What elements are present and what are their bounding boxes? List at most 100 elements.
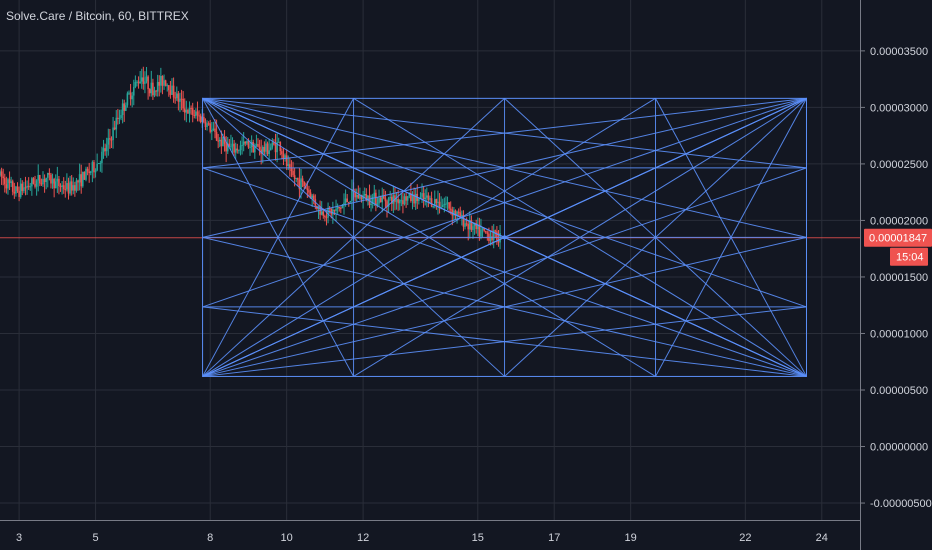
candle-body	[88, 171, 90, 174]
candle-body	[464, 223, 466, 227]
candle-body	[249, 147, 251, 149]
candle-body	[150, 82, 153, 94]
gann-fan-line[interactable]	[202, 236, 807, 377]
candle-body	[429, 198, 431, 200]
candle-body	[281, 151, 283, 155]
candle-body	[475, 223, 477, 230]
gann-fan-line[interactable]	[202, 306, 807, 377]
candle-body	[336, 206, 339, 209]
candle-body	[465, 223, 468, 225]
candle-body	[335, 208, 337, 211]
y-tick-label: 0.00001000	[870, 328, 928, 340]
candle-body	[183, 108, 186, 113]
gann-fan-line[interactable]	[202, 97, 807, 169]
candle-body	[309, 192, 312, 199]
candle-body	[483, 228, 485, 231]
candle-body	[257, 144, 259, 147]
candle-body	[147, 76, 149, 90]
gann-fan-line[interactable]	[202, 97, 505, 377]
candle-body	[80, 174, 83, 187]
candle-body	[290, 168, 293, 172]
candle-body	[97, 163, 100, 165]
gann-fan-line[interactable]	[655, 98, 807, 377]
candle-body	[196, 111, 199, 116]
candle-body	[24, 187, 27, 189]
gann-fan-line[interactable]	[353, 97, 807, 377]
candle-body	[132, 87, 135, 96]
candle-body	[491, 236, 493, 240]
candle-body	[70, 181, 73, 191]
x-tick-label: 15	[472, 532, 484, 544]
gann-box-drawing[interactable]	[202, 97, 807, 377]
candle-body	[142, 77, 145, 84]
candles	[0, 66, 501, 250]
x-tick-label: 8	[207, 532, 213, 544]
candle-body	[386, 201, 388, 207]
candle-body	[169, 90, 172, 95]
candle-body	[218, 139, 221, 142]
candle-body	[118, 117, 121, 119]
candle-body	[292, 171, 294, 176]
gann-fan-line[interactable]	[202, 167, 807, 377]
candle-body	[311, 195, 313, 199]
candle-body	[276, 141, 278, 153]
candle-body	[392, 195, 395, 204]
gann-fan-line[interactable]	[504, 97, 807, 377]
candle-body	[449, 208, 452, 210]
candle-body	[402, 200, 404, 205]
candle-body	[271, 142, 274, 148]
candle-body	[274, 144, 277, 153]
candle-body	[473, 223, 476, 227]
candle-body	[492, 230, 495, 240]
candle-body	[115, 117, 118, 130]
gann-fan-line[interactable]	[202, 97, 807, 238]
candle-body	[198, 115, 200, 117]
candle-body	[18, 190, 20, 197]
gann-fan-line[interactable]	[202, 98, 354, 377]
y-tick-label: 0.00003500	[870, 46, 928, 58]
candle-body	[155, 90, 157, 92]
candle-body	[77, 180, 79, 183]
x-tick-label: 12	[357, 532, 369, 544]
candle-body	[432, 206, 434, 208]
candle-body	[312, 195, 315, 200]
candle-body	[470, 220, 473, 230]
candle-body	[0, 171, 1, 176]
candle-body	[494, 230, 497, 232]
candle-body	[497, 239, 500, 243]
x-tick-label: 10	[281, 532, 293, 544]
candle-body	[148, 89, 151, 94]
candle-body	[96, 163, 98, 171]
candle-body	[53, 178, 55, 189]
candle-body	[445, 203, 447, 205]
candle-body	[193, 114, 196, 116]
candle-body	[211, 129, 213, 132]
candle-body	[373, 192, 376, 197]
candle-body	[206, 123, 208, 128]
gann-fan-line[interactable]	[202, 97, 656, 377]
candle-body	[16, 186, 19, 191]
candle-body	[341, 204, 344, 209]
candle-body	[174, 97, 176, 99]
candle-body	[26, 185, 28, 188]
candle-body	[204, 122, 207, 128]
candle-body	[40, 183, 43, 185]
candle-body	[269, 147, 272, 151]
candle-body	[212, 128, 215, 130]
candle-body	[230, 146, 232, 148]
candle-body	[351, 189, 353, 201]
candle-body	[164, 80, 167, 86]
candle-body	[46, 172, 49, 178]
candle-body	[300, 178, 302, 190]
candle-body	[365, 193, 368, 201]
gann-fan-line[interactable]	[202, 97, 807, 308]
candle-body	[234, 148, 237, 153]
candle-body	[209, 123, 212, 132]
candle-body	[284, 155, 286, 159]
candle-body	[61, 185, 63, 188]
candle-body	[99, 163, 102, 165]
candle-body	[244, 141, 247, 144]
candle-body	[242, 141, 245, 145]
candle-body	[64, 189, 67, 191]
